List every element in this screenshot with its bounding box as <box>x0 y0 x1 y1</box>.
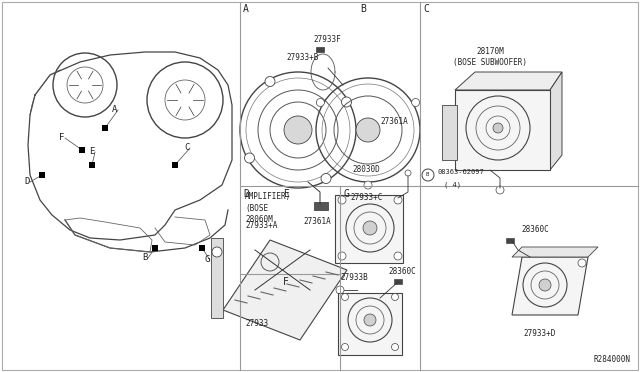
Text: C: C <box>423 4 429 14</box>
Text: 27933+A: 27933+A <box>245 221 277 231</box>
Text: 28170M: 28170M <box>476 48 504 57</box>
Circle shape <box>578 259 586 267</box>
Text: D: D <box>24 177 29 186</box>
Text: E: E <box>283 189 289 199</box>
Text: F: F <box>283 277 289 287</box>
Text: (BOSE SUBWOOFER): (BOSE SUBWOOFER) <box>453 58 527 67</box>
Text: 28360C: 28360C <box>521 225 549 234</box>
Text: AMPLIFIER): AMPLIFIER) <box>245 192 291 201</box>
Bar <box>442 105 457 160</box>
Circle shape <box>212 247 222 257</box>
Circle shape <box>392 294 399 301</box>
Text: A: A <box>112 106 118 115</box>
Bar <box>172 162 178 168</box>
Bar <box>314 202 328 210</box>
Circle shape <box>364 314 376 326</box>
Text: 27933+B: 27933+B <box>286 54 318 62</box>
Circle shape <box>284 116 312 144</box>
Text: D: D <box>243 189 249 199</box>
Circle shape <box>356 118 380 142</box>
Circle shape <box>336 286 344 294</box>
Bar <box>394 279 402 284</box>
Circle shape <box>394 252 402 260</box>
Bar <box>89 162 95 168</box>
Circle shape <box>338 196 346 204</box>
Text: 28060M: 28060M <box>245 215 273 224</box>
Text: 27933+D: 27933+D <box>524 328 556 337</box>
Circle shape <box>316 99 324 106</box>
Bar <box>455 90 550 170</box>
Bar <box>506 238 514 243</box>
Text: B: B <box>426 173 429 177</box>
Circle shape <box>321 173 331 183</box>
Polygon shape <box>455 72 562 90</box>
Circle shape <box>342 294 349 301</box>
Circle shape <box>394 196 402 204</box>
Circle shape <box>364 181 372 189</box>
Circle shape <box>493 123 503 133</box>
Circle shape <box>363 221 377 235</box>
Text: F: F <box>60 134 65 142</box>
Circle shape <box>342 97 351 107</box>
Bar <box>338 293 402 355</box>
Circle shape <box>342 343 349 350</box>
Text: C: C <box>184 144 189 153</box>
Text: B: B <box>142 253 148 263</box>
Polygon shape <box>512 257 588 315</box>
Text: G: G <box>343 189 349 199</box>
Text: 27933F: 27933F <box>313 35 340 45</box>
Text: R284000N: R284000N <box>593 355 630 364</box>
Text: 27933: 27933 <box>245 320 268 328</box>
Circle shape <box>405 170 411 176</box>
Circle shape <box>422 169 434 181</box>
Circle shape <box>338 252 346 260</box>
Circle shape <box>539 279 551 291</box>
Text: A: A <box>243 4 249 14</box>
Bar <box>335 195 403 263</box>
Circle shape <box>392 343 399 350</box>
Bar <box>199 245 205 251</box>
Polygon shape <box>223 240 347 340</box>
Circle shape <box>244 153 255 163</box>
Bar <box>79 147 85 153</box>
Polygon shape <box>512 247 598 257</box>
Bar <box>39 172 45 178</box>
Circle shape <box>265 77 275 87</box>
Text: 27361A: 27361A <box>303 218 331 227</box>
Text: ( 4): ( 4) <box>444 182 461 188</box>
Text: 28030D: 28030D <box>352 166 380 174</box>
Bar <box>316 47 324 52</box>
Text: B: B <box>360 4 366 14</box>
Text: G: G <box>204 256 210 264</box>
Bar <box>152 245 158 251</box>
Text: (BOSE: (BOSE <box>245 203 268 212</box>
Text: 28360C: 28360C <box>388 267 416 276</box>
Text: 27933+C: 27933+C <box>350 193 382 202</box>
Circle shape <box>412 99 420 106</box>
Text: 27933B: 27933B <box>340 273 368 282</box>
Bar <box>102 125 108 131</box>
Text: 27361A: 27361A <box>380 118 408 126</box>
Polygon shape <box>550 72 562 170</box>
Circle shape <box>496 186 504 194</box>
Text: E: E <box>90 148 95 157</box>
Bar <box>211 238 223 318</box>
Text: 08363-62097: 08363-62097 <box>438 169 484 175</box>
